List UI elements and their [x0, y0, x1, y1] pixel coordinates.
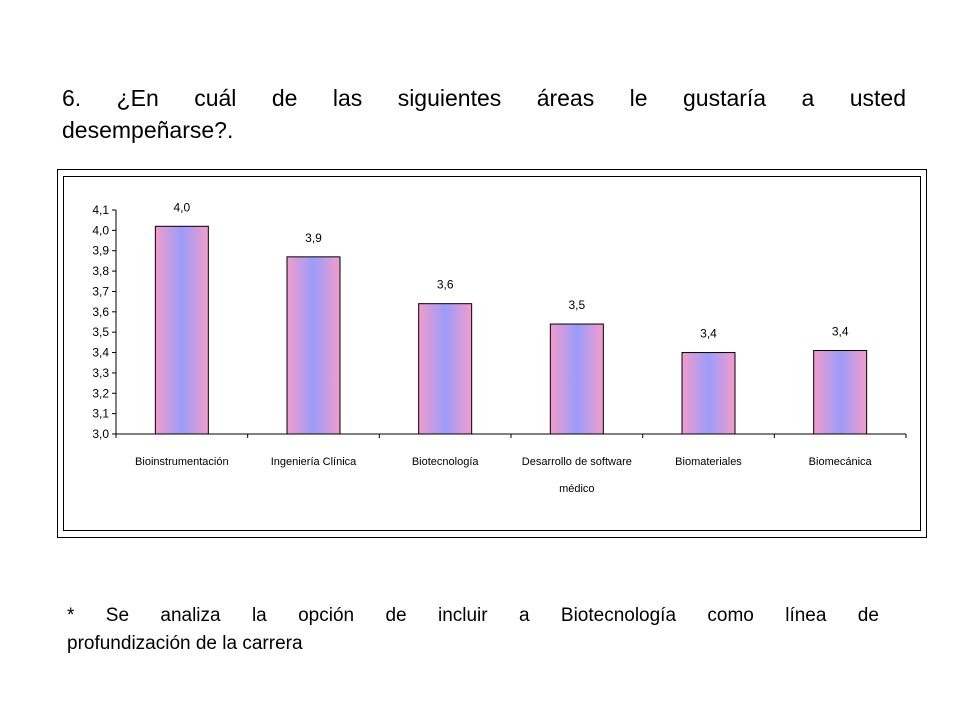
- footnote-word: *: [67, 605, 75, 626]
- y-tick-label: 3,5: [92, 325, 109, 339]
- question-word: ¿En: [116, 85, 159, 111]
- data-label: 3,5: [568, 298, 585, 312]
- question-word: las: [332, 85, 363, 111]
- footnote-word: opción: [298, 605, 355, 626]
- x-category-label: Biomateriales: [675, 456, 742, 468]
- y-tick-label: 3,6: [92, 305, 109, 319]
- question-word: de: [271, 85, 298, 111]
- y-tick-label: 3,8: [92, 264, 109, 278]
- bar: [154, 225, 209, 435]
- bar: [681, 352, 736, 435]
- x-category-label: Ingeniería Clínica: [271, 456, 357, 468]
- bar: [286, 256, 341, 435]
- footnote: * Se analiza la opción de incluir a Biot…: [67, 602, 879, 658]
- chart-frame: 3,0 3,1 3,2 3,3 3,4 3,5 3,6 3,7 3,8 3,9 4,0 4,1 4,0 B…: [57, 169, 927, 538]
- question-word: le: [629, 85, 648, 111]
- x-category-label: Biotecnología: [412, 456, 480, 468]
- y-tick-label: 3,4: [92, 346, 109, 360]
- question-word: cuál: [194, 85, 237, 111]
- bar: [549, 323, 604, 435]
- x-category-label: Desarrollo de software: [522, 456, 632, 468]
- footnote-word: analiza: [160, 605, 221, 626]
- question-line-1: 6. ¿En cuál de las siguientes áreas le g…: [62, 82, 906, 114]
- footnote-line-1: * Se analiza la opción de incluir a Biot…: [67, 602, 879, 630]
- x-category-label: Biomecánica: [809, 456, 873, 468]
- bar-chart: 3,0 3,1 3,2 3,3 3,4 3,5 3,6 3,7 3,8 3,9 4,0 4,1 4,0 B…: [92, 200, 907, 495]
- y-tick-label: 3,3: [92, 366, 109, 380]
- question-word: usted: [849, 85, 906, 111]
- question-word: áreas: [536, 85, 595, 111]
- question-word: gustaría: [682, 85, 767, 111]
- y-tick-label: 4,0: [92, 223, 109, 237]
- question-line-2: desempeñarse?.: [62, 117, 234, 143]
- footnote-word: Se: [105, 605, 130, 626]
- question-word: a: [801, 85, 815, 111]
- data-label: 4,0: [173, 200, 190, 214]
- footnote-word: línea: [785, 605, 827, 626]
- footnote-word: la: [251, 605, 267, 626]
- question-text: 6. ¿En cuál de las siguientes áreas le g…: [62, 82, 906, 146]
- question-word: siguientes: [397, 85, 502, 111]
- x-category-label: Bioinstrumentación: [135, 456, 229, 468]
- footnote-word: como: [707, 605, 754, 626]
- y-tick-label: 3,2: [92, 386, 109, 400]
- data-label: 3,9: [305, 231, 322, 245]
- bar: [813, 350, 868, 435]
- data-label: 3,6: [437, 278, 454, 292]
- footnote-word: de: [385, 605, 407, 626]
- y-tick-label: 3,9: [92, 244, 109, 258]
- question-number: 6.: [62, 85, 82, 111]
- footnote-word: de: [857, 605, 879, 626]
- footnote-word: Biotecnología: [560, 605, 677, 626]
- y-tick-label: 4,1: [92, 203, 109, 217]
- bar: [418, 303, 473, 435]
- y-tick-label: 3,0: [92, 427, 109, 441]
- footnote-word: incluir: [437, 605, 488, 626]
- footnote-word: a: [518, 605, 530, 626]
- x-category-label: médico: [559, 483, 594, 495]
- y-tick-label: 3,1: [92, 407, 109, 421]
- y-tick-label: 3,7: [92, 284, 109, 298]
- data-label: 3,4: [700, 327, 717, 341]
- data-label: 3,4: [832, 325, 849, 339]
- footnote-line-2: profundización de la carrera: [67, 633, 303, 654]
- chart-plot-border: [63, 176, 921, 531]
